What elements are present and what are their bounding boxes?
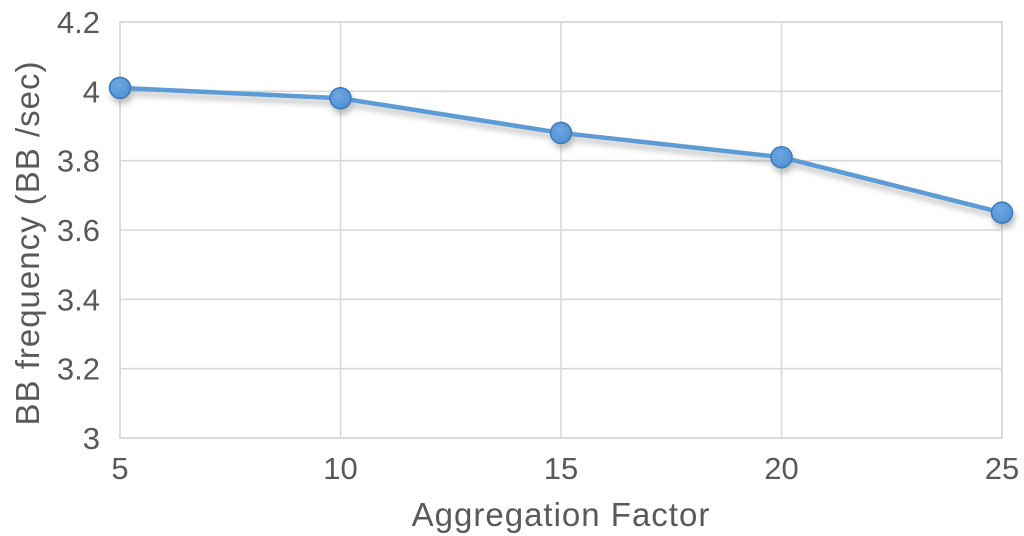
data-point-marker [990,201,1014,224]
plot-border [119,21,1003,439]
x-tick-label: 25 [985,451,1019,486]
y-tick-label: 3.2 [57,352,100,387]
x-tick-label: 5 [111,451,128,486]
series-group [108,76,1014,224]
x-axis-title: Aggregation Factor [411,496,711,533]
y-tick-label: 3.8 [57,144,100,179]
y-tick-label: 3.6 [57,213,100,248]
x-tick-label: 15 [544,451,578,486]
y-tick-label: 4 [83,74,100,109]
data-point-marker [329,87,352,110]
y-axis-title: BB frequency (BB /sec) [9,60,46,426]
x-tick-label: 10 [323,451,357,486]
data-point-marker [770,145,793,169]
data-point-marker [108,76,132,100]
x-tick-label: 20 [764,451,798,486]
y-tick-label: 4.2 [57,5,100,40]
y-tick-label: 3.4 [57,282,100,317]
data-point-marker [549,121,573,145]
y-tick-label: 3 [83,421,100,456]
